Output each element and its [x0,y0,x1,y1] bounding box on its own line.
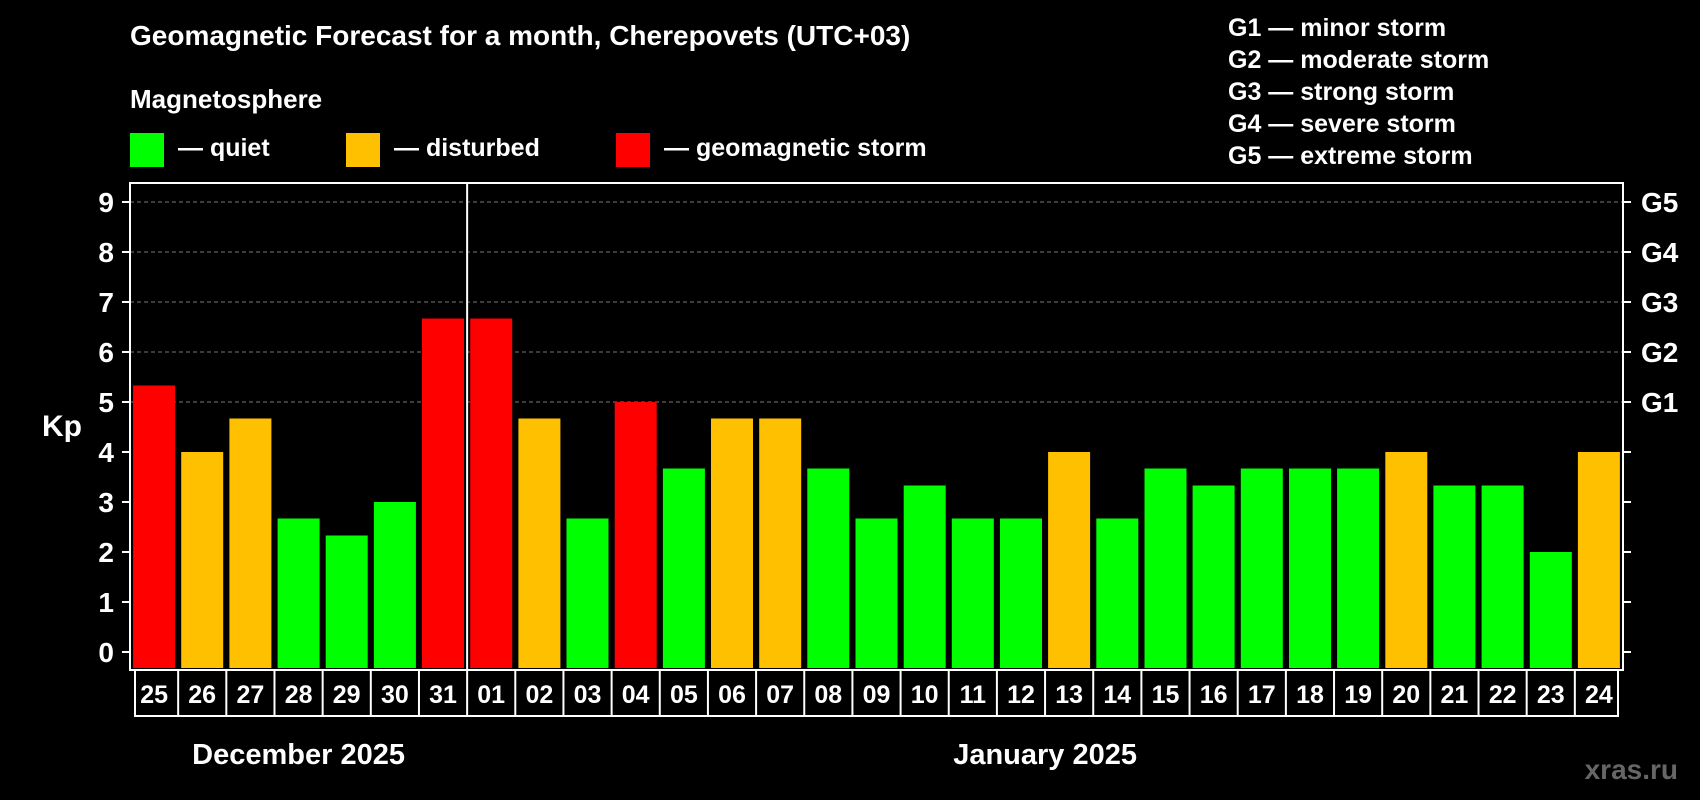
bar-2 [229,418,272,668]
date-label-25: 19 [1344,681,1372,709]
date-label-13: 07 [766,681,794,709]
chart-title: Geomagnetic Forecast for a month, Cherep… [130,20,911,51]
bar-11 [662,468,705,668]
legend-label-quiet: — quiet [178,134,270,162]
date-label-19: 13 [1055,681,1083,709]
bar-3 [277,518,320,668]
date-label-17: 11 [960,681,987,709]
date-label-16: 10 [911,681,939,709]
bar-12 [711,418,753,668]
bar-13 [759,418,802,668]
bar-19 [1048,452,1091,668]
month-label-0: December 2025 [192,739,405,771]
date-label-23: 17 [1248,681,1276,709]
bar-16 [903,485,946,668]
y-tick-label: 9 [98,187,114,218]
date-label-5: 30 [381,681,409,709]
date-label-21: 15 [1152,681,1180,709]
y-tick-label: 1 [98,587,114,618]
date-row-frame [134,669,1619,717]
legend-label-storm: — geomagnetic storm [664,134,927,162]
right-tick-label: G3 [1641,287,1678,318]
right-tick-label: G2 [1641,337,1678,368]
bar-21 [1144,468,1187,668]
date-label-1: 26 [188,681,216,709]
date-label-22: 16 [1200,681,1228,709]
bar-22 [1192,485,1235,668]
bar-29 [1529,552,1572,668]
date-label-14: 08 [814,681,842,709]
bar-28 [1481,485,1524,668]
month-label-1: January 2025 [953,739,1137,771]
legend-swatch-quiet [130,133,164,167]
bar-15 [855,518,898,668]
y-tick-label: 4 [98,437,114,468]
bar-10 [614,402,657,668]
y-tick-label: 6 [98,337,114,368]
date-label-11: 05 [670,681,698,709]
right-tick-label: G4 [1641,237,1679,268]
date-label-3: 28 [285,681,313,709]
date-label-0: 25 [140,681,168,709]
y-tick-label: 0 [98,637,114,668]
y-tick-label: 5 [98,387,114,418]
right-tick-label: G5 [1641,187,1678,218]
g-scale-g2: G2 — moderate storm [1228,46,1490,74]
date-label-26: 20 [1392,681,1420,709]
date-label-12: 06 [718,681,746,709]
g-scale-g5: G5 — extreme storm [1228,142,1473,170]
bar-26 [1385,452,1428,668]
g-scale-g1: G1 — minor storm [1228,14,1447,42]
bar-1 [181,452,224,668]
y-axis-label: Kp [42,410,82,443]
bar-0 [133,385,176,668]
g-scale-g4: G4 — severe storm [1228,110,1456,138]
bar-18 [1000,518,1042,668]
y-tick-label: 3 [98,487,114,518]
date-label-4: 29 [333,681,361,709]
y-tick-label: 7 [98,287,114,318]
bar-17 [951,518,994,668]
date-label-30: 24 [1585,681,1613,709]
date-label-29: 23 [1537,681,1565,709]
y-tick-label: 2 [98,537,114,568]
bar-14 [807,468,850,668]
right-tick-label: G1 [1641,387,1678,418]
bar-24 [1289,468,1331,668]
bar-9 [566,518,609,668]
date-label-6: 31 [429,681,457,709]
date-label-10: 04 [622,681,650,709]
bar-20 [1096,518,1139,668]
bar-6 [422,318,464,668]
bar-5 [373,502,416,668]
date-label-24: 18 [1296,681,1324,709]
date-label-7: 01 [477,681,505,709]
date-label-27: 21 [1440,681,1468,709]
date-label-20: 14 [1103,681,1131,709]
bar-25 [1337,468,1380,668]
legend-swatch-storm [616,133,650,167]
date-label-28: 22 [1489,681,1517,709]
bar-23 [1240,468,1283,668]
date-label-18: 12 [1007,681,1035,709]
g-scale-g3: G3 — strong storm [1228,78,1455,106]
legend-heading: Magnetosphere [130,84,323,114]
date-label-15: 09 [863,681,891,709]
date-label-9: 03 [574,681,602,709]
bar-30 [1577,452,1620,668]
legend-swatch-disturbed [346,133,380,167]
watermark: xras.ru [1584,754,1678,785]
bar-7 [470,318,513,668]
legend-label-disturbed: — disturbed [394,134,540,162]
date-label-2: 27 [236,681,264,709]
bar-27 [1433,485,1476,668]
bar-4 [325,535,368,668]
y-tick-label: 8 [98,237,114,268]
date-label-8: 02 [525,681,553,709]
bar-8 [518,418,561,668]
